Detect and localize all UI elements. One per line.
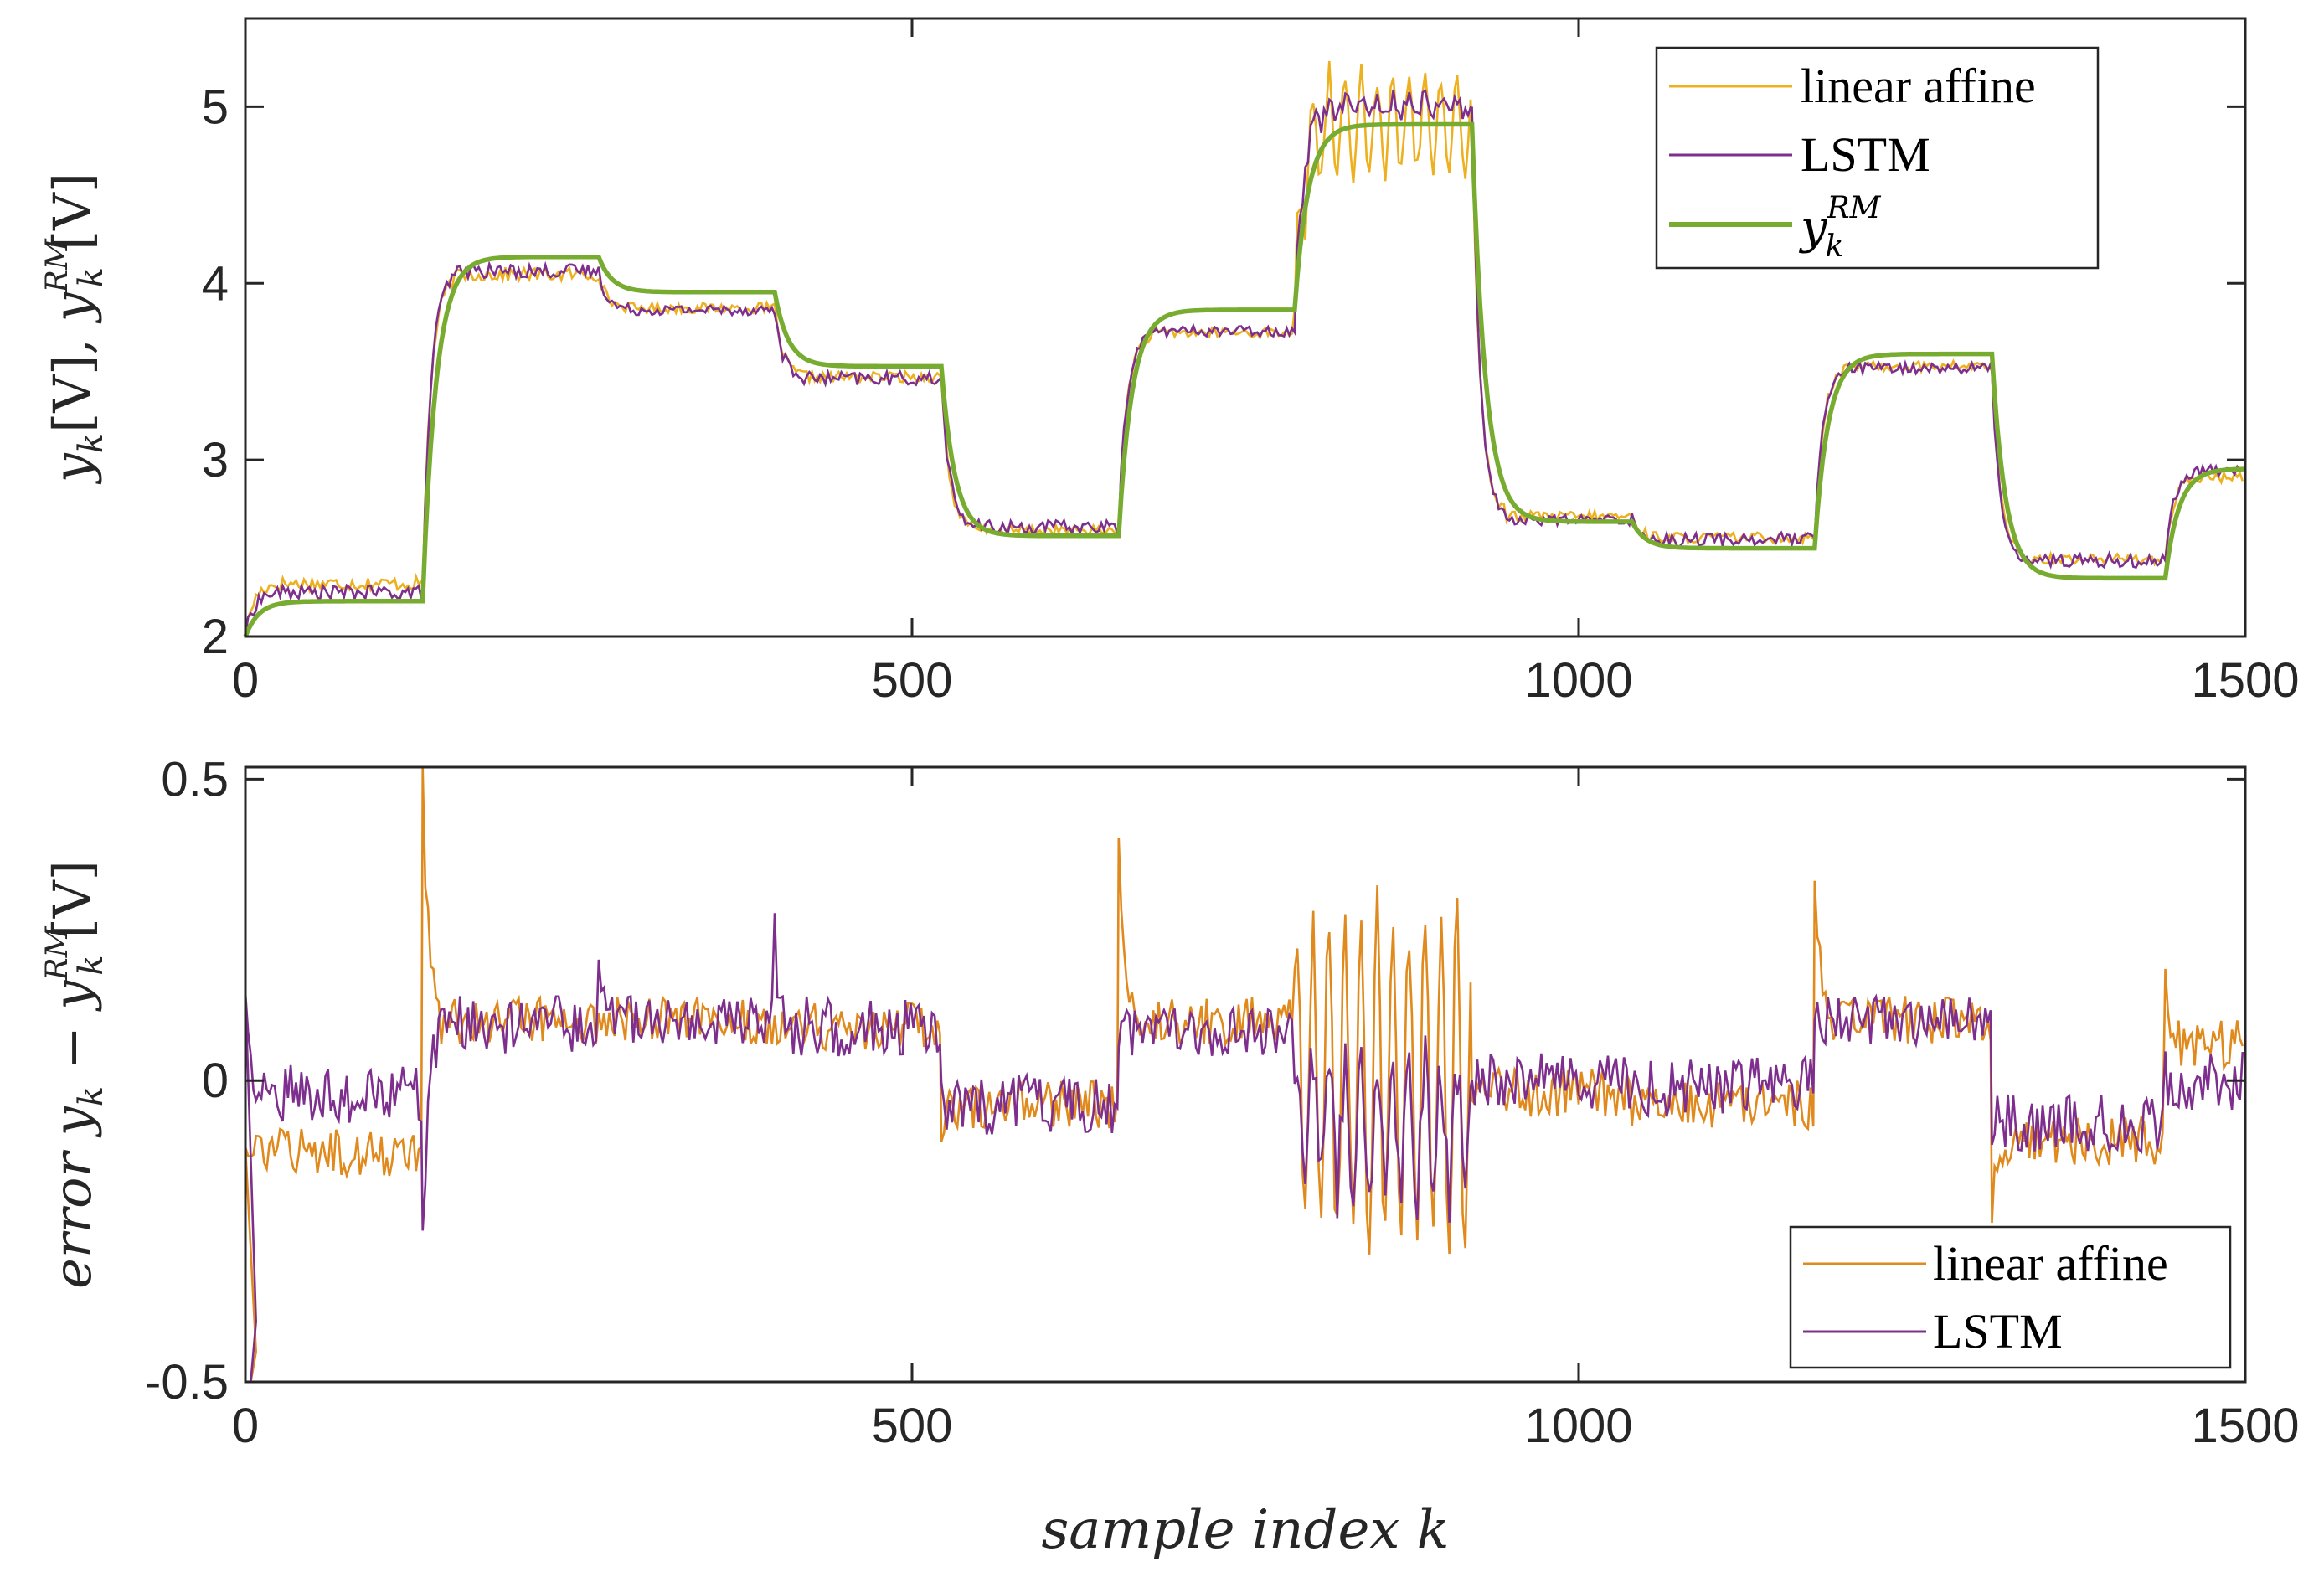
top-xtick-label: 1500 <box>2191 653 2299 708</box>
bottom-ytick-label: 0.5 <box>161 752 229 807</box>
bottom-series-group <box>244 766 2244 1384</box>
top-ticks-group: 0 500 1000 1500 2 3 4 5 <box>202 18 2300 708</box>
top-ytick-label: 2 <box>202 610 229 664</box>
top-plot-frame <box>244 17 2247 638</box>
bottom-y-axis-label: error yk − yRMk[V] <box>40 860 111 1289</box>
bottom-legend-box <box>1789 1225 2232 1369</box>
top-legend-label-linear-affine: linear affine <box>1801 59 2036 113</box>
top-ytick-label: 3 <box>202 433 229 487</box>
bottom-xtick-label: 1500 <box>2191 1399 2299 1453</box>
bottom-legend: linear affine LSTM <box>1789 1225 2232 1369</box>
top-ytick-label: 5 <box>202 80 229 134</box>
top-legend-label-reference: ykRM <box>1798 191 1882 264</box>
bottom-legend-label-lstm: LSTM <box>1933 1304 2063 1358</box>
bottom-xtick-label: 0 <box>232 1399 259 1453</box>
top-xtick-label: 1000 <box>1524 653 1632 708</box>
top-plot: 0 500 1000 1500 2 3 4 5 yk[V], yRMk[V] linear a… <box>40 17 2300 708</box>
top-xtick-label: 0 <box>232 653 259 708</box>
bottom-ytick-label: -0.5 <box>145 1355 229 1410</box>
top-xtick-label: 500 <box>872 653 953 708</box>
bottom-series-linear-affine <box>244 766 2244 1384</box>
bottom-legend-label-linear-affine: linear affine <box>1933 1236 2168 1291</box>
bottom-plot-frame <box>244 765 2247 1384</box>
bottom-xtick-label: 500 <box>872 1399 953 1453</box>
top-legend-box <box>1655 46 2100 270</box>
top-ytick-label: 4 <box>202 256 229 311</box>
bottom-ytick-label: 0 <box>202 1054 229 1108</box>
top-y-axis-label: yk[V], yRMk[V] <box>40 173 111 485</box>
x-axis-label: sample index k <box>1041 1499 1449 1561</box>
bottom-plot: 0 500 1000 1500-0.500.5 error yk − yRMk[V] … <box>40 752 2300 1561</box>
top-series-reference-model <box>243 121 2246 638</box>
top-legend-label-lstm: LSTM <box>1801 127 1930 182</box>
bottom-series-lstm <box>244 913 2244 1384</box>
bottom-ticks-group: 0 500 1000 1500-0.500.5 <box>145 752 2299 1453</box>
top-legend: linear affine LSTM ykRM <box>1655 46 2100 270</box>
top-series-group <box>243 60 2246 638</box>
top-series-lstm <box>244 89 2244 637</box>
bottom-xtick-label: 1000 <box>1524 1399 1632 1453</box>
